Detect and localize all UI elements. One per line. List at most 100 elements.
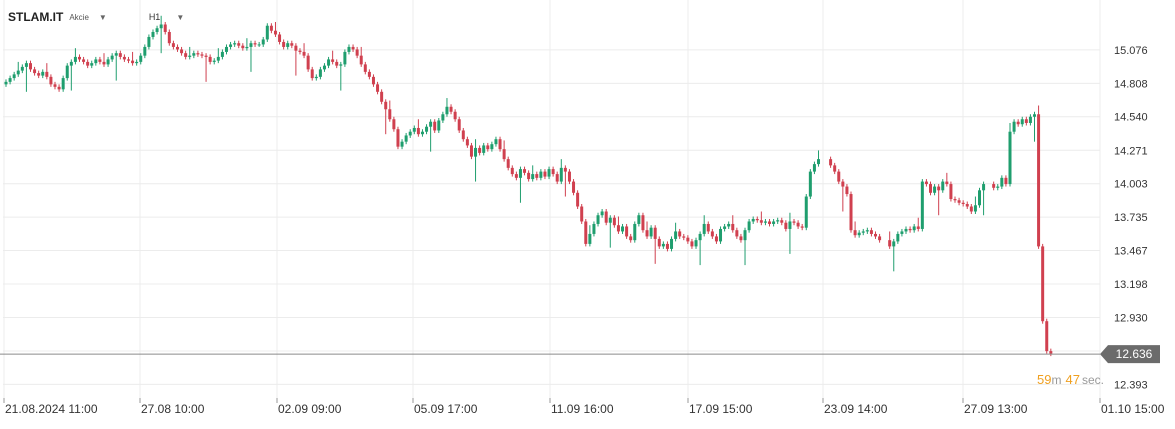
candle-down [829,159,833,166]
y-tick-label: 13.735 [1114,212,1148,224]
candle-up [343,51,347,65]
candle-up [212,60,216,62]
candle-down [690,241,694,247]
candle-down [204,55,208,57]
candle-down [584,221,588,244]
candle-up [220,51,224,57]
candle-up [318,69,322,77]
candle-down [359,55,363,65]
candle-down [682,236,686,238]
candle-up [592,223,596,234]
chart-header: STLAM.IT Akcie ▼ H1 ▼ [8,10,184,24]
candle-up [539,171,543,178]
candle-down [768,221,772,224]
candle-up [286,43,290,47]
candle-down [82,59,86,62]
candle-up [1008,131,1012,185]
candle-down [1024,119,1028,123]
candle-down [126,59,130,61]
candle-up [94,59,98,64]
candle-up [425,126,429,132]
candle-up [751,218,755,222]
candle-down [780,220,784,223]
candle-up [978,190,982,206]
candle-up [139,55,143,62]
candle-up [192,53,196,56]
candle-up [808,171,812,197]
candle-down [888,240,892,247]
candle-down [273,30,277,35]
candle-up [1000,177,1004,187]
x-tick-label: 23.09 14:00 [824,402,888,416]
candle-up [982,184,986,191]
symbol-dropdown-icon[interactable]: ▼ [98,12,107,22]
candle-up [596,215,600,224]
candle-up [600,211,604,216]
candle-down [163,24,167,32]
candle-down [241,45,245,49]
x-tick-label: 11.09 16:00 [551,402,614,416]
candle-down [1045,321,1049,352]
candle-up [347,46,351,52]
candle-up [727,223,731,227]
candle-up [772,221,776,224]
candle-down [845,186,849,195]
candle-up [747,221,751,231]
candle-up [114,53,118,56]
candle-up [996,186,1000,188]
candle-up [633,223,637,241]
candle-up [857,232,861,236]
candle-up [518,169,522,178]
candle-down [755,218,759,221]
candle-down [686,237,690,242]
candle-down [200,54,204,56]
y-tick-label: 12.393 [1114,379,1148,391]
y-tick-label: 14.540 [1114,112,1148,124]
timeframe-dropdown-icon[interactable]: ▼ [176,12,185,22]
x-tick-label: 21.08.2024 11:00 [5,402,98,416]
candle-up [817,159,821,165]
candle-down [294,45,298,51]
candle-down [961,202,965,205]
candle-up [322,65,326,70]
candle-down [678,231,682,237]
candle-down [457,119,461,131]
candle-down [849,194,853,231]
candle-down [653,227,657,239]
candle-down [269,25,273,31]
candle-down [625,226,629,237]
candle-down [567,171,571,182]
candle-down [555,174,559,182]
candle-down [645,230,649,237]
candle-down [102,61,106,65]
candle-down [167,31,171,44]
candle-down [784,222,788,229]
candle-down [33,69,37,74]
symbol-name[interactable]: STLAM.IT [8,10,64,24]
candle-up [812,164,816,172]
candle-down [180,49,184,54]
timeframe-label[interactable]: H1 [148,12,161,22]
x-tick-label: 05.09 17:00 [414,402,478,416]
candle-down [833,165,837,172]
candle-down [77,56,81,60]
candle-down [523,169,527,173]
candle-down [396,129,400,147]
x-tick-label: 17.09 15:00 [689,402,753,416]
candle-up [896,233,900,242]
x-tick-label: 01.10 15:00 [1101,402,1165,416]
y-axis-labels: 15.076 14.808 14.540 14.271 14.003 13.735 13.4… [1114,45,1148,391]
candle-down [1049,351,1053,354]
candle-down [53,84,57,87]
candle-down [57,86,61,90]
candle-up [674,231,678,239]
candle-down [965,204,969,207]
candle-up [973,205,977,212]
candle-down [908,228,912,231]
candle-down [306,55,310,70]
candle-down [449,106,453,112]
candle-down [86,61,90,66]
candle-down [665,243,669,249]
